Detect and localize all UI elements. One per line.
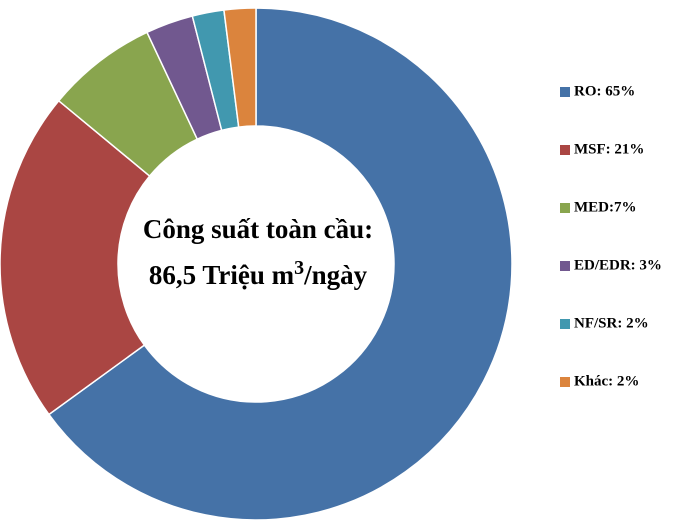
legend-swatch — [560, 87, 570, 97]
superscript: 3 — [294, 257, 304, 279]
legend-swatch — [560, 261, 570, 271]
legend-swatch — [560, 145, 570, 155]
legend: RO: 65% MSF: 21% MED:7% ED/EDR: 3% NF/SR: 2%… — [560, 83, 662, 389]
legend-label: RO: 65% — [574, 83, 635, 99]
legend-label: ED/EDR: 3% — [574, 257, 662, 273]
legend-swatch — [560, 319, 570, 329]
slice — [47, 7, 513, 521]
donut — [0, 7, 513, 521]
legend-swatch — [560, 377, 570, 387]
legend-swatch — [560, 203, 570, 213]
center-text: /ngày — [303, 260, 368, 290]
slice — [0, 99, 151, 416]
legend-label: MSF: 21% — [574, 141, 644, 157]
center-text: 86,5 Triệu m3/ngày — [149, 257, 368, 290]
slice — [223, 7, 257, 128]
legend-label: Khác: 2% — [574, 373, 639, 389]
legend-label: NF/SR: 2% — [574, 315, 649, 331]
center-text: Công suất toàn cầu: — [143, 214, 373, 244]
legend-label: MED:7% — [574, 199, 637, 215]
center-text: 86,5 Triệu m — [149, 260, 295, 290]
